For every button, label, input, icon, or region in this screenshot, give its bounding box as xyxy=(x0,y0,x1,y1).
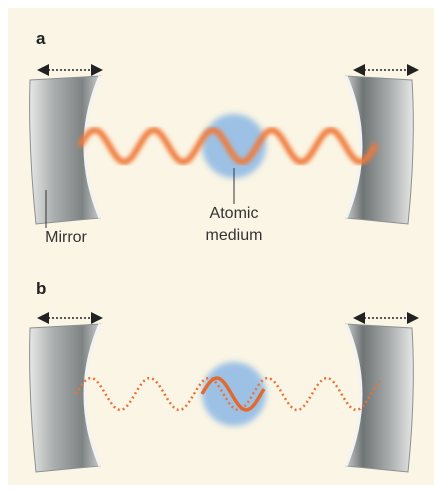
mirror-label: Mirror xyxy=(45,229,87,246)
medium-label: Atomic xyxy=(210,205,259,222)
atomic-medium xyxy=(202,362,266,426)
panel-label: a xyxy=(36,29,46,48)
figure: a b Mirror Atomic medium xyxy=(0,0,442,493)
panel-label: b xyxy=(36,279,46,298)
medium-label: medium xyxy=(206,227,263,244)
